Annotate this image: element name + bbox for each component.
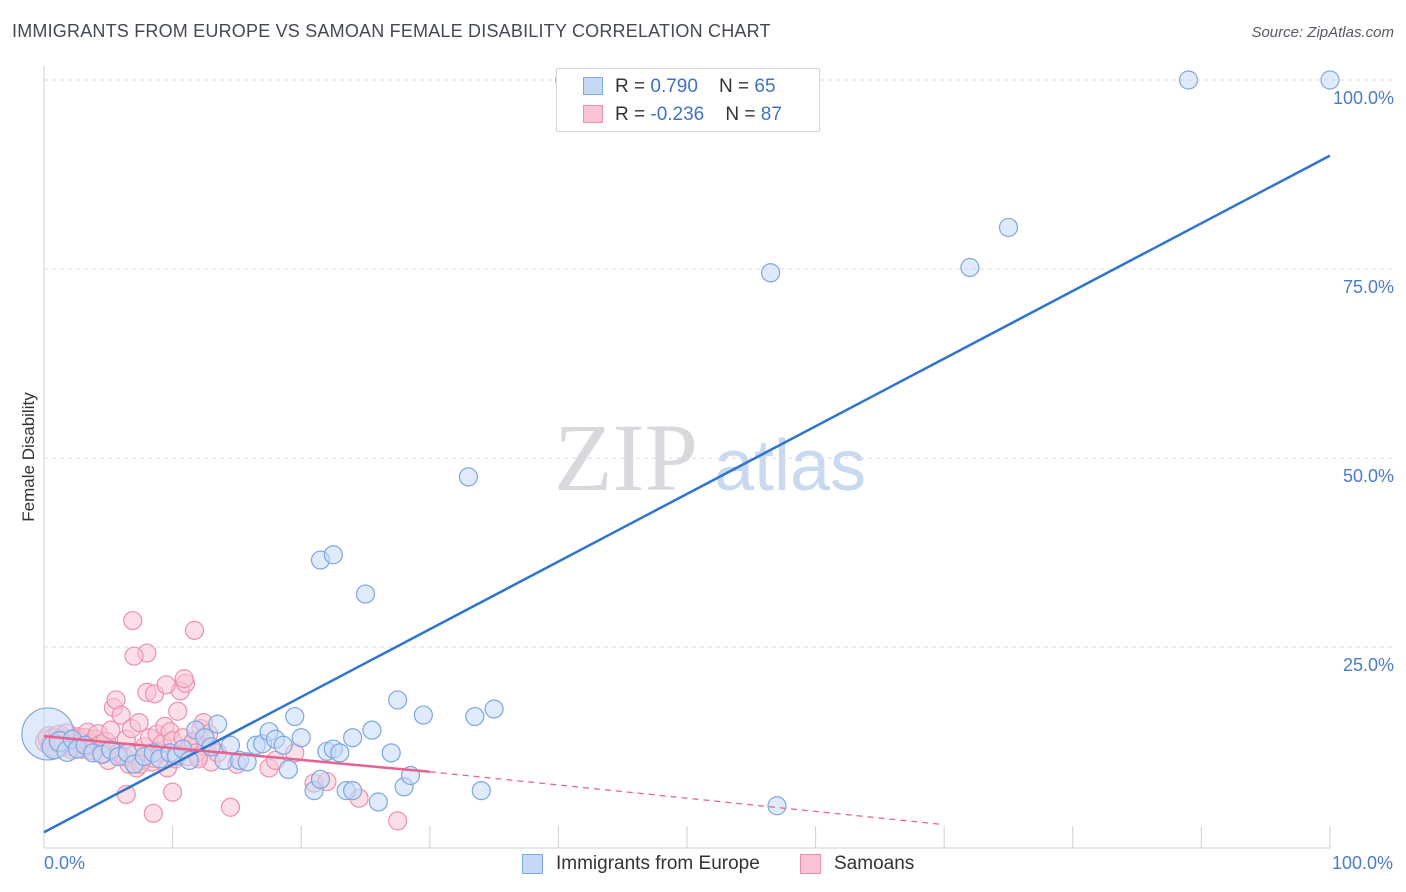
legend-swatch-samoans	[800, 854, 821, 874]
data-point	[156, 675, 176, 695]
data-point	[388, 690, 408, 710]
data-point	[343, 781, 363, 801]
data-point	[220, 797, 241, 817]
legend-n-label: N =	[725, 104, 761, 125]
data-point	[237, 752, 257, 772]
data-point	[323, 545, 343, 565]
data-point	[362, 720, 382, 740]
tick-layer: 25.0% 50.0% 75.0% 100.0% 0.0% 100.0%	[44, 88, 1394, 873]
data-point	[310, 769, 331, 789]
data-point	[1320, 70, 1340, 90]
data-point	[168, 701, 188, 721]
data-point	[174, 669, 194, 689]
data-point	[129, 712, 149, 733]
data-point	[101, 720, 121, 740]
data-point	[960, 257, 980, 278]
data-point	[381, 743, 401, 763]
legend-label-europe: Immigrants from Europe	[556, 853, 760, 874]
data-point	[208, 714, 228, 734]
data-point	[291, 728, 311, 748]
legend-n-label: N =	[719, 76, 755, 97]
watermark: ZIP atlas	[554, 404, 866, 511]
data-point	[388, 811, 408, 831]
data-point	[273, 735, 293, 755]
europe-points	[21, 70, 1340, 816]
trend-line-samoans	[43, 734, 430, 773]
legend-r-label: R =	[615, 104, 651, 125]
legend-swatch-blue	[583, 77, 603, 95]
y-tick-label-2: 75.0%	[1343, 277, 1394, 297]
data-point	[184, 620, 205, 640]
grid-layer	[44, 79, 1392, 648]
data-point	[1178, 70, 1199, 90]
watermark-zip: ZIP	[554, 404, 698, 511]
data-point	[471, 781, 491, 801]
legend-swatch-pink	[583, 105, 603, 123]
data-point	[111, 705, 131, 725]
trend-layer	[43, 154, 1331, 834]
data-point	[458, 467, 478, 487]
data-point	[278, 759, 298, 780]
y-tick-label-1: 50.0%	[1343, 466, 1394, 486]
source-credit: Source: ZipAtlas.com	[1251, 24, 1394, 41]
data-point	[413, 705, 433, 725]
legend-label-samoans: Samoans	[834, 853, 915, 874]
data-point	[143, 803, 163, 823]
data-point	[760, 263, 781, 283]
data-point	[330, 743, 350, 763]
y-tick-label-0: 25.0%	[1343, 655, 1394, 675]
correlation-legend: R = 0.790 N = 65 R = -0.236 N = 87	[556, 68, 820, 132]
y-axis-label: Female Disability	[19, 392, 38, 522]
legend-r-label: R =	[615, 76, 651, 97]
data-point	[368, 792, 388, 812]
x-tick-label-0: 0.0%	[44, 853, 85, 873]
data-point	[484, 699, 504, 719]
legend-n-value: 87	[760, 104, 782, 125]
data-point	[355, 584, 376, 604]
legend-swatch-europe	[522, 854, 543, 874]
chart-title: IMMIGRANTS FROM EUROPE VS SAMOAN FEMALE …	[12, 21, 771, 41]
legend-r-value: -0.236	[650, 104, 705, 125]
legend-r-value: 0.790	[650, 76, 698, 97]
watermark-atlas: atlas	[714, 426, 866, 506]
data-point	[285, 706, 305, 727]
data-point	[124, 646, 144, 666]
trend-line-samoans-extension	[429, 771, 945, 826]
data-point	[465, 706, 485, 727]
data-point	[343, 728, 363, 748]
data-point	[163, 782, 183, 802]
x-tick-label-1: 100.0%	[1332, 853, 1393, 873]
y-tick-label-3: 100.0%	[1333, 88, 1394, 108]
trend-line-europe	[43, 154, 1331, 834]
data-point	[998, 217, 1019, 238]
data-point	[123, 610, 143, 631]
legend-n-value: 65	[754, 76, 776, 97]
data-point	[767, 796, 787, 816]
